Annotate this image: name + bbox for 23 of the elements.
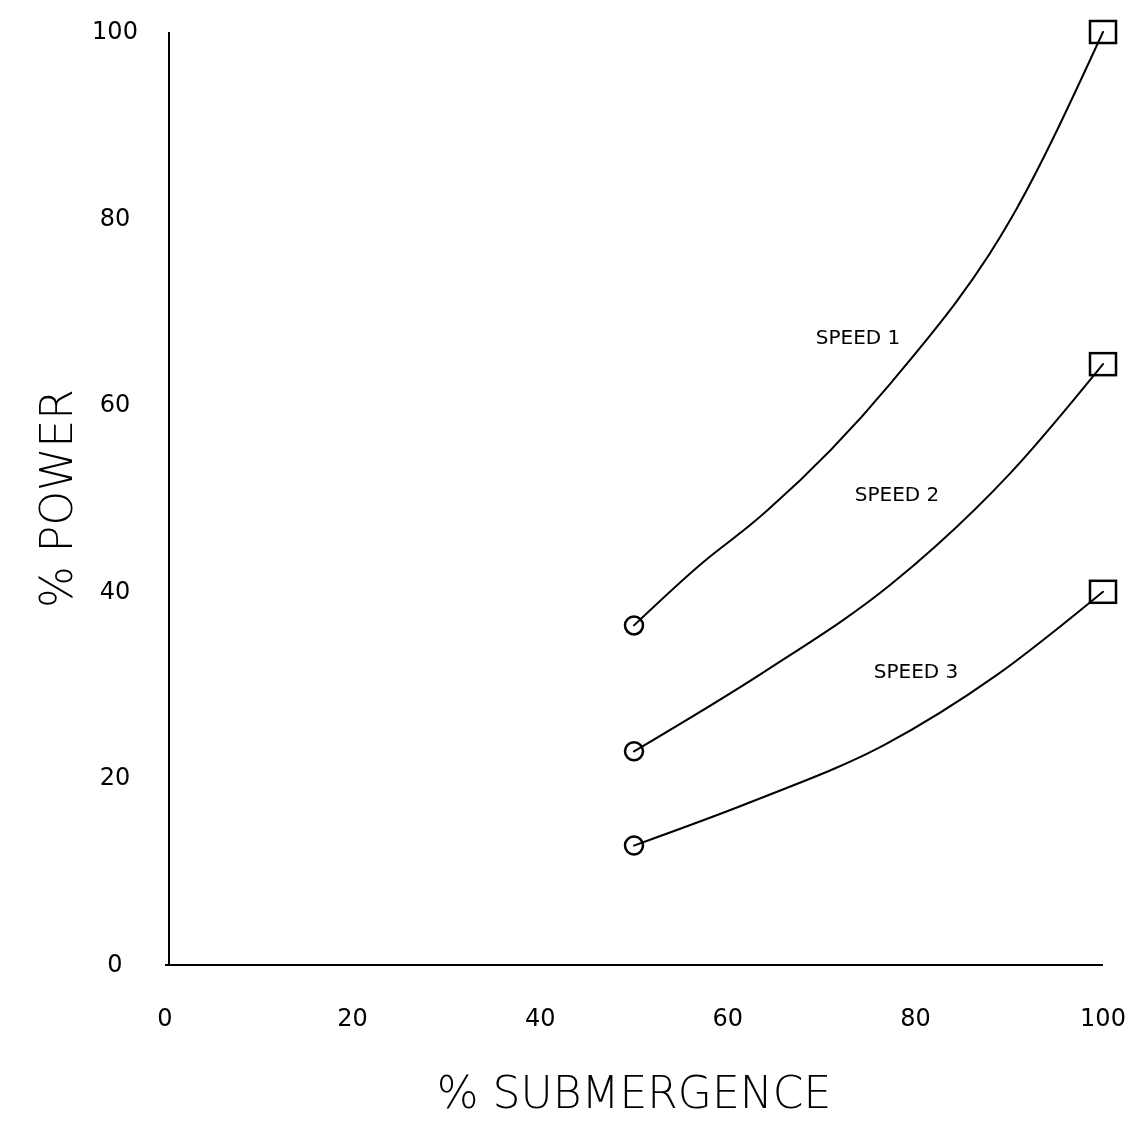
point — [623, 615, 645, 636]
series-label: SPEED 3 — [873, 658, 959, 683]
point — [1088, 19, 1118, 45]
y-tick-label: 60 — [99, 390, 131, 419]
point — [1088, 579, 1118, 605]
point — [1088, 351, 1118, 377]
point — [623, 835, 645, 856]
series-label: SPEED 1 — [815, 324, 901, 349]
x-tick-label: 60 — [712, 1004, 744, 1032]
y-tick-label: 0 — [107, 950, 123, 978]
x-tick-label: 80 — [900, 1004, 931, 1032]
series-label: SPEED 2 — [854, 481, 940, 506]
x-tick-label: 0 — [157, 1004, 173, 1032]
x-tick-label: 100 — [1080, 1004, 1126, 1032]
y-tick-label: 20 — [99, 763, 131, 792]
point — [623, 741, 645, 762]
x-tick-label: 20 — [337, 1004, 368, 1032]
x-tick-label: 40 — [524, 1004, 556, 1032]
y-tick-label: 100 — [92, 17, 138, 45]
y-tick-label: 40 — [99, 576, 131, 605]
x-axis-title: % SUBMERGENCE — [436, 1067, 832, 1118]
y-tick-label: 80 — [99, 203, 131, 232]
y-axis-title: % POWER — [31, 389, 82, 608]
